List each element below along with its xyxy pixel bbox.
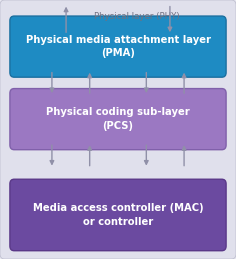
FancyBboxPatch shape [10, 89, 226, 150]
FancyBboxPatch shape [10, 16, 226, 77]
Text: Physical media attachment layer
(PMA): Physical media attachment layer (PMA) [25, 35, 211, 59]
FancyBboxPatch shape [10, 179, 226, 251]
Text: Physical coding sub-layer
(PCS): Physical coding sub-layer (PCS) [46, 107, 190, 131]
Text: Physical layer (PHY): Physical layer (PHY) [94, 12, 180, 21]
Text: Media access controller (MAC)
or controller: Media access controller (MAC) or control… [33, 203, 203, 227]
